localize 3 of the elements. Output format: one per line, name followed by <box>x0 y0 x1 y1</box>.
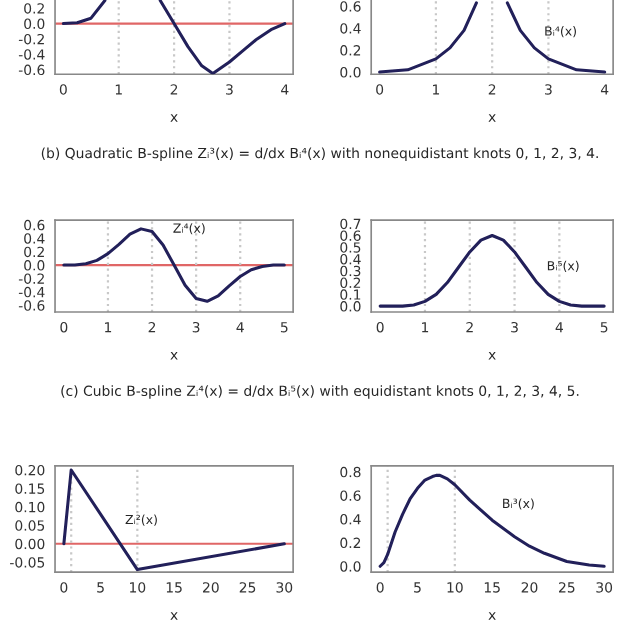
line-series <box>378 473 606 568</box>
line-series <box>62 227 286 303</box>
line-series <box>378 233 606 308</box>
